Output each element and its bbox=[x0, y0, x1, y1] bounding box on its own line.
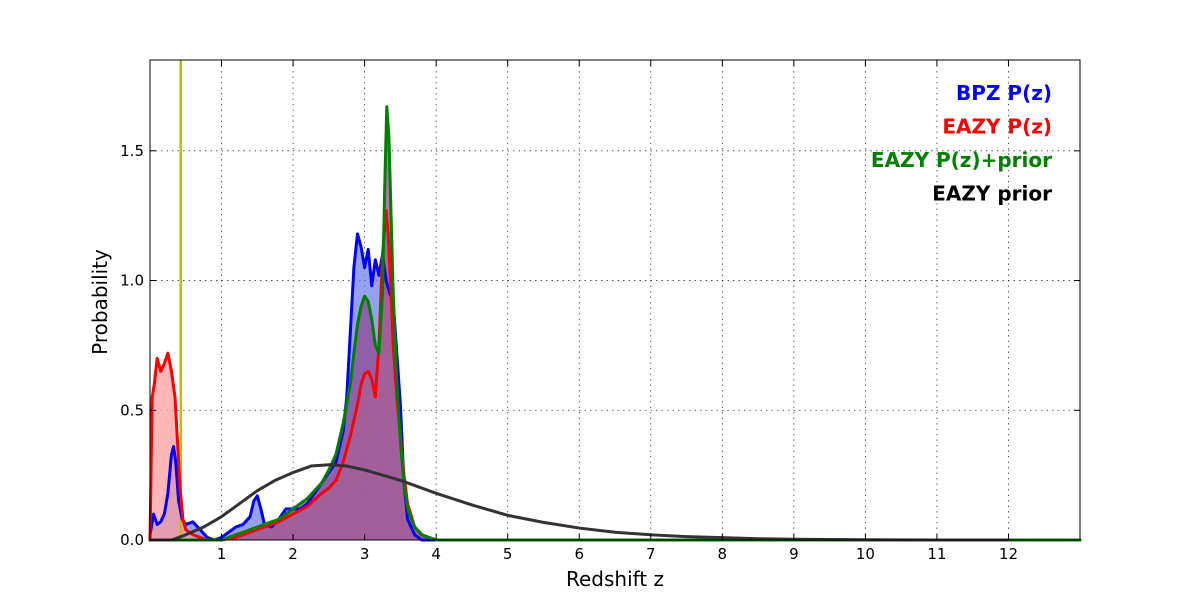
x-tick-label: 4 bbox=[431, 545, 441, 563]
y-tick-label: 1.5 bbox=[120, 142, 144, 160]
axis-layer: 1 2 3 4 5 6 7 8 9 10 11 120.00.51.01.5 bbox=[120, 59, 1081, 563]
legend-entry-eazy-p-z-prior: EAZY P(z)+prior bbox=[871, 148, 1052, 172]
grid-layer bbox=[150, 60, 1080, 540]
x-tick-label: 12 bbox=[999, 545, 1018, 563]
series-line-eazy-p-z-prior bbox=[148, 105, 1082, 542]
legend-entry-eazy-p-z: EAZY P(z) bbox=[942, 115, 1052, 139]
legend-entry-eazy-prior: EAZY prior bbox=[932, 182, 1052, 206]
series-fill-eazy-p-z bbox=[150, 210, 1080, 540]
legend: BPZ P(z) EAZY P(z) EAZY P(z)+prior EAZY pri… bbox=[871, 81, 1052, 206]
series-line-bpz-p-z bbox=[148, 232, 1082, 542]
line-layer bbox=[148, 60, 1082, 542]
y-tick-label: 1.0 bbox=[120, 272, 144, 290]
series-fill-eazy-p-z-prior bbox=[150, 106, 1080, 541]
plot-frame bbox=[149, 59, 1081, 541]
x-tick-label: 2 bbox=[288, 545, 298, 563]
x-tick-label: 10 bbox=[856, 545, 875, 563]
x-tick-label: 9 bbox=[789, 545, 799, 563]
y-axis-label: Probability bbox=[88, 249, 112, 355]
y-tick-label: 0.5 bbox=[120, 401, 144, 419]
y-tick-label: 0.0 bbox=[120, 531, 144, 549]
x-axis-label: Redshift z bbox=[566, 567, 664, 591]
legend-entry-bpz-p-z: BPZ P(z) bbox=[956, 81, 1052, 105]
x-tick-label: 1 bbox=[217, 545, 227, 563]
x-tick-label: 8 bbox=[718, 545, 728, 563]
series-fill-bpz-p-z bbox=[150, 233, 1080, 541]
series-line-eazy-prior bbox=[148, 463, 1010, 542]
series-line-eazy-p-z bbox=[148, 208, 1082, 542]
x-tick-label: 5 bbox=[503, 545, 513, 563]
x-tick-label: 3 bbox=[360, 545, 370, 563]
x-tick-label: 6 bbox=[574, 545, 584, 563]
x-tick-label: 11 bbox=[927, 545, 946, 563]
x-tick-label: 7 bbox=[646, 545, 656, 563]
